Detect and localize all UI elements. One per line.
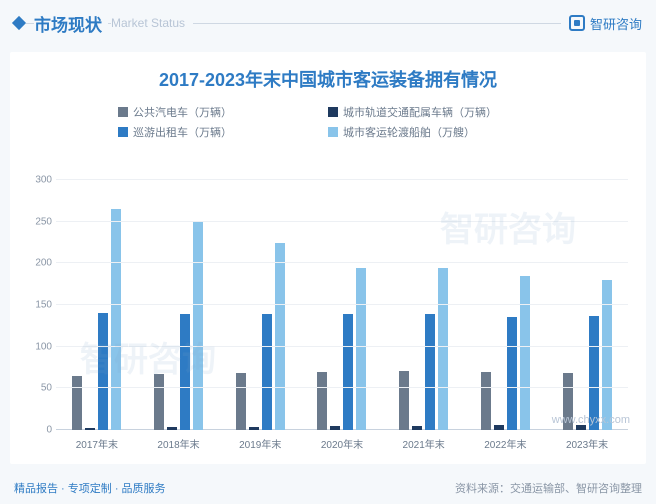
footer-source: 资料来源：交通运输部、智研咨询整理 — [455, 480, 642, 496]
legend-item: 城市客运轮渡船舶（万艘） — [328, 124, 538, 140]
bar — [167, 427, 177, 430]
bar-group: 2017年末 — [67, 209, 127, 430]
brand-text: 智研咨询 — [590, 14, 642, 33]
bar — [98, 313, 108, 430]
bar — [425, 314, 435, 430]
bar — [193, 222, 203, 430]
header-bar: 市场现状 Market Status 智研咨询 — [0, 0, 656, 46]
x-tick-label: 2020年末 — [321, 436, 363, 451]
bar — [520, 276, 530, 430]
bar — [330, 426, 340, 430]
x-tick-label: 2021年末 — [403, 436, 445, 451]
y-tick-label: 300 — [35, 175, 52, 186]
footer-bar: 精品报告 · 专项定制 · 品质服务 资料来源：交通运输部、智研咨询整理 — [0, 472, 656, 504]
chart-card: 2017-2023年末中国城市客运装备拥有情况 公共汽电车（万辆） 城市轨道交通配… — [10, 52, 646, 464]
legend-label: 城市客运轮渡船舶（万艘） — [343, 124, 475, 140]
x-tick-label: 2023年末 — [566, 436, 608, 451]
header-title-cn: 市场现状 — [34, 11, 108, 36]
legend-item: 公共汽电车（万辆） — [118, 104, 328, 120]
x-tick-label: 2019年末 — [239, 436, 281, 451]
gridline — [56, 179, 628, 180]
bar — [72, 376, 82, 430]
bar — [507, 317, 517, 430]
legend-item: 巡游出租车（万辆） — [118, 124, 328, 140]
bar-group: 2018年末 — [149, 222, 209, 430]
bar-group: 2023年末 — [557, 280, 617, 430]
bar — [399, 371, 409, 430]
x-tick-label: 2022年末 — [484, 436, 526, 451]
bar — [343, 314, 353, 430]
bar — [481, 372, 491, 430]
chart-title: 2017-2023年末中国城市客运装备拥有情况 — [10, 52, 646, 92]
gridline — [56, 346, 628, 347]
legend-label: 城市轨道交通配属车辆（万辆） — [343, 104, 497, 120]
bar — [494, 425, 504, 430]
bar — [249, 427, 259, 430]
brand-badge: 智研咨询 — [561, 14, 642, 33]
y-tick-label: 200 — [35, 258, 52, 269]
legend-label: 公共汽电车（万辆） — [133, 104, 232, 120]
y-tick-label: 100 — [35, 341, 52, 352]
footer-tagline: 精品报告 · 专项定制 · 品质服务 — [14, 480, 166, 496]
y-tick-label: 250 — [35, 216, 52, 227]
bar — [317, 372, 327, 430]
gridline — [56, 387, 628, 388]
bar — [236, 373, 246, 431]
bar — [589, 316, 599, 430]
bar — [438, 268, 448, 431]
bar-group: 2020年末 — [312, 268, 372, 431]
legend-swatch — [118, 107, 128, 117]
bar — [275, 243, 285, 431]
bar — [180, 314, 190, 430]
header-diamond-icon — [12, 16, 26, 30]
bar — [154, 374, 164, 430]
bar — [602, 280, 612, 430]
bar-groups: 2017年末 2018年末 2019年末 2020年末 2021年末 2022年末 2023… — [56, 180, 628, 430]
legend-swatch — [328, 127, 338, 137]
legend-item: 城市轨道交通配属车辆（万辆） — [328, 104, 538, 120]
legend-swatch — [328, 107, 338, 117]
bar-group: 2021年末 — [394, 268, 454, 431]
gridline — [56, 262, 628, 263]
source-url: www.chyxx.com — [552, 414, 630, 426]
bar-group: 2019年末 — [230, 243, 290, 431]
y-axis: 050100150200250300 — [22, 180, 52, 430]
legend: 公共汽电车（万辆） 城市轨道交通配属车辆（万辆） 巡游出租车（万辆） 城市客运轮渡船舶… — [108, 102, 548, 142]
x-tick-label: 2017年末 — [76, 436, 118, 451]
bar-group: 2022年末 — [475, 276, 535, 430]
bar — [356, 268, 366, 431]
bar — [412, 426, 422, 430]
gridline — [56, 221, 628, 222]
brand-icon — [569, 15, 585, 31]
legend-label: 巡游出租车（万辆） — [133, 124, 232, 140]
bar — [85, 428, 95, 431]
bar — [111, 209, 121, 430]
legend-swatch — [118, 127, 128, 137]
gridline — [56, 304, 628, 305]
header-title-en: Market Status — [111, 16, 193, 30]
y-tick-label: 150 — [35, 300, 52, 311]
plot-area: 050100150200250300 2017年末2018年末2019年末202… — [56, 180, 628, 430]
bar — [262, 314, 272, 430]
x-tick-label: 2018年末 — [157, 436, 199, 451]
y-tick-label: 50 — [41, 383, 52, 394]
y-tick-label: 0 — [46, 425, 52, 436]
